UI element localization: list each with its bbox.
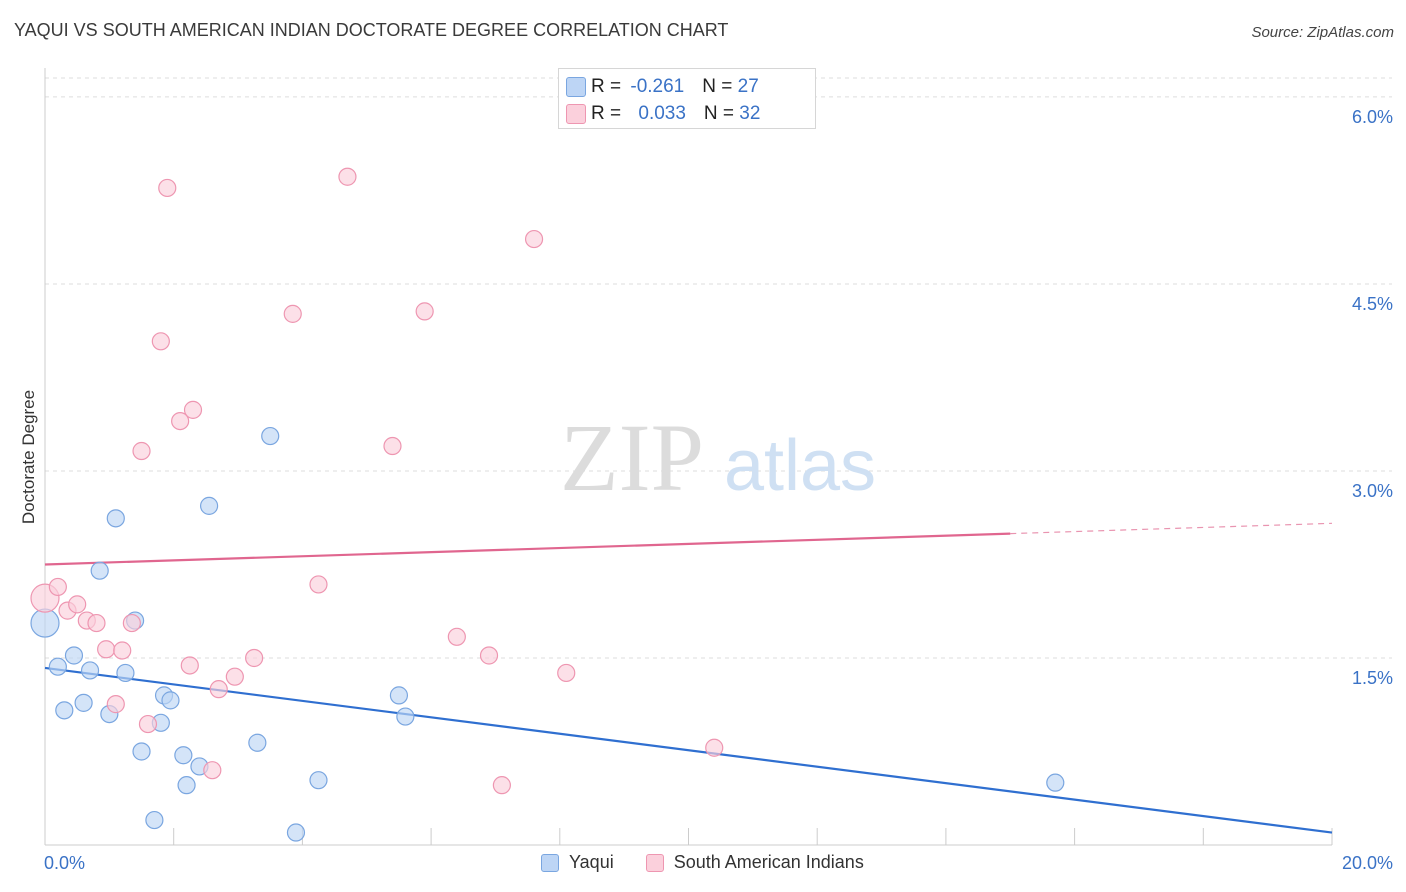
y-tick-label: 1.5% — [1352, 668, 1393, 688]
stats-row-south-american-indians: R = 0.033 N = 32 — [566, 101, 761, 127]
y-axis-label: Doctorate Degree — [19, 390, 38, 524]
yaqui-point — [1046, 773, 1065, 792]
south-american-indians-point — [283, 304, 302, 323]
south-american-indians-point — [68, 595, 87, 614]
south-american-indians-point — [338, 167, 357, 186]
yaqui-point — [106, 509, 125, 528]
south-american-indians-trend-line-extension — [1010, 522, 1333, 535]
r-value: -0.261 — [630, 76, 685, 97]
yaqui-point — [64, 646, 84, 665]
legend-item-south-american-indians[interactable]: South American Indians — [645, 852, 864, 873]
yaqui-point — [177, 776, 196, 795]
south-american-indians-point — [557, 663, 576, 683]
chart-title: YAQUI VS SOUTH AMERICAN INDIAN DOCTORATE… — [14, 20, 729, 40]
bottom-legend: Yaqui South American Indians — [541, 852, 896, 873]
south-american-indians-point — [245, 648, 264, 668]
south-american-indians-legend-swatch — [645, 853, 664, 872]
south-american-indians-point — [171, 411, 190, 431]
yaqui-point — [55, 701, 74, 720]
yaqui-point — [174, 746, 193, 765]
south-american-indians-swatch — [566, 104, 586, 124]
south-american-indians-point — [203, 761, 222, 780]
yaqui-point — [80, 661, 100, 680]
south-american-indians-point — [524, 229, 544, 249]
south-american-indians-point — [479, 646, 499, 665]
south-american-indians-point — [705, 738, 724, 757]
yaqui-legend-swatch — [541, 853, 559, 872]
south-american-indians-point — [158, 178, 177, 198]
yaqui-point — [74, 693, 93, 712]
legend-label: Yaqui — [569, 852, 614, 872]
y-tick-label: 6.0% — [1352, 107, 1393, 127]
y-tick-label: 4.5% — [1352, 294, 1393, 314]
stats-legend: R = -0.261 N = 27 R = 0.033 N = 32 — [558, 68, 816, 129]
yaqui-point — [48, 657, 67, 676]
axes — [44, 68, 1333, 846]
south-american-indians-point — [122, 613, 141, 633]
south-american-indians-point — [138, 714, 158, 734]
n-value: 27 — [737, 76, 759, 97]
tick-labels: 1.5% 3.0% 4.5% 6.0% 0.0% 20.0% — [44, 107, 1393, 873]
yaqui-point — [389, 686, 409, 705]
yaqui-point — [248, 733, 267, 752]
south-american-indians-point — [447, 627, 466, 646]
yaqui-point — [132, 742, 151, 761]
south-american-indians-point — [48, 577, 67, 597]
grid-lines — [45, 77, 1392, 659]
yaqui-point — [199, 496, 219, 515]
south-american-indians-point — [106, 695, 125, 714]
n-label: N = — [702, 76, 738, 97]
stats-row-yaqui: R = -0.261 N = 27 — [566, 74, 759, 100]
x-tick-label: 20.0% — [1342, 853, 1393, 873]
south-american-indians-point — [151, 332, 170, 351]
yaqui-point — [261, 426, 280, 446]
yaqui-point — [309, 771, 328, 790]
south-american-indians-point — [113, 641, 132, 660]
data-points — [30, 167, 1065, 842]
south-american-indians-point — [415, 302, 434, 321]
legend-label: South American Indians — [673, 852, 864, 872]
yaqui-point — [116, 663, 135, 683]
r-label: R = — [591, 103, 627, 124]
trend-lines — [44, 522, 1333, 834]
watermark-zip: ZIP — [560, 404, 704, 511]
x-tick-label: 0.0% — [44, 853, 85, 873]
r-value: 0.033 — [638, 103, 686, 124]
yaqui-point — [286, 823, 306, 842]
yaqui-point — [396, 707, 415, 726]
yaqui-point — [90, 561, 109, 580]
y-tick-label: 3.0% — [1352, 481, 1393, 501]
legend-item-yaqui[interactable]: Yaqui — [541, 852, 614, 873]
yaqui-point — [30, 608, 60, 638]
r-label: R = — [591, 76, 627, 97]
source-label: Source: ZipAtlas.com — [1251, 24, 1394, 41]
south-american-indians-point — [180, 656, 199, 675]
south-american-indians-point — [309, 575, 328, 594]
n-label: N = — [703, 103, 740, 124]
yaqui-swatch — [566, 77, 586, 97]
south-american-indians-point — [209, 680, 228, 699]
south-american-indians-point — [97, 640, 116, 659]
south-american-indians-trend-line — [44, 532, 1011, 566]
yaqui-point — [161, 691, 180, 710]
watermark-atlas: atlas — [724, 426, 876, 506]
yaqui-trend-line — [44, 666, 1333, 834]
south-american-indians-point — [383, 436, 402, 456]
yaqui-point — [145, 810, 164, 830]
south-american-indians-point — [492, 776, 511, 795]
south-american-indians-point — [132, 441, 151, 461]
south-american-indians-point — [225, 667, 244, 686]
n-value: 32 — [739, 103, 761, 124]
south-american-indians-point — [183, 400, 203, 419]
south-american-indians-point — [87, 613, 106, 633]
